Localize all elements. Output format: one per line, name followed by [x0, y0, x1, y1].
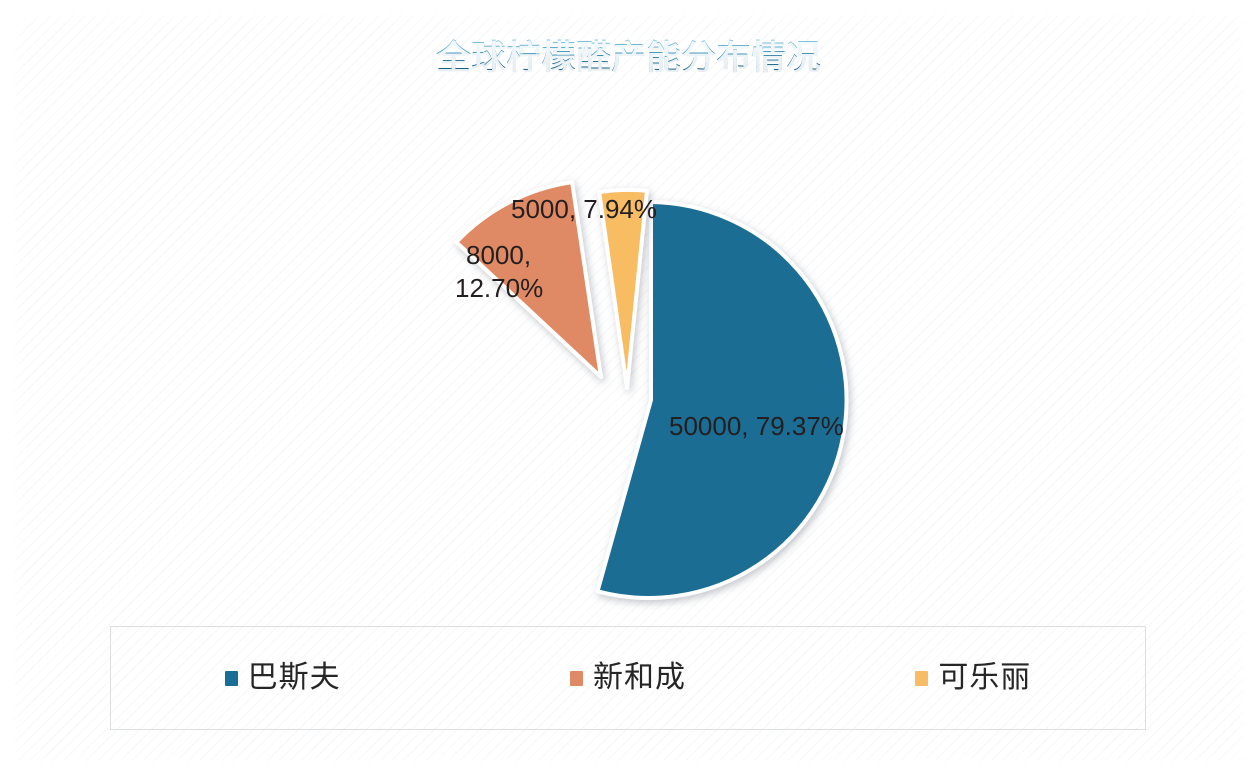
legend-label-xinhecheng: 新和成 — [592, 661, 686, 694]
legend-swatch-basf-icon — [224, 670, 238, 686]
pie-chart-svg: 50000, 79.37% 8000, 12.70% 5000, 7.94% — [454, 180, 849, 600]
legend-item-xinhecheng[interactable]: 新和成 — [455, 661, 800, 695]
legend-swatch-kuraray-icon — [915, 670, 929, 686]
legend-label-basf: 巴斯夫 — [247, 661, 341, 694]
legend-label-kuraray: 可乐丽 — [938, 661, 1032, 694]
legend: 巴斯夫 新和成 可乐丽 — [110, 626, 1146, 730]
legend-item-basf[interactable]: 巴斯夫 — [110, 661, 455, 695]
legend-border — [110, 626, 1146, 730]
pie-slice-kuraray[interactable] — [597, 187, 649, 390]
legend-item-kuraray[interactable]: 可乐丽 — [801, 661, 1146, 695]
data-label-xinhecheng-line2: 12.70% — [455, 273, 543, 303]
pie-slice-basf[interactable] — [595, 200, 849, 600]
data-label-basf: 50000, 79.37% — [669, 411, 844, 441]
page-title: 全球柠檬醛产能分布情况 — [0, 36, 1258, 80]
data-label-xinhecheng-line1: 8000, — [466, 240, 531, 270]
legend-swatch-xinhecheng-icon — [569, 670, 583, 686]
pie-chart-area: 50000, 79.37% 8000, 12.70% 5000, 7.94% — [0, 90, 1258, 610]
data-label-kuraray: 5000, 7.94% — [511, 194, 657, 224]
pie-slice-xinhecheng[interactable] — [454, 180, 603, 379]
